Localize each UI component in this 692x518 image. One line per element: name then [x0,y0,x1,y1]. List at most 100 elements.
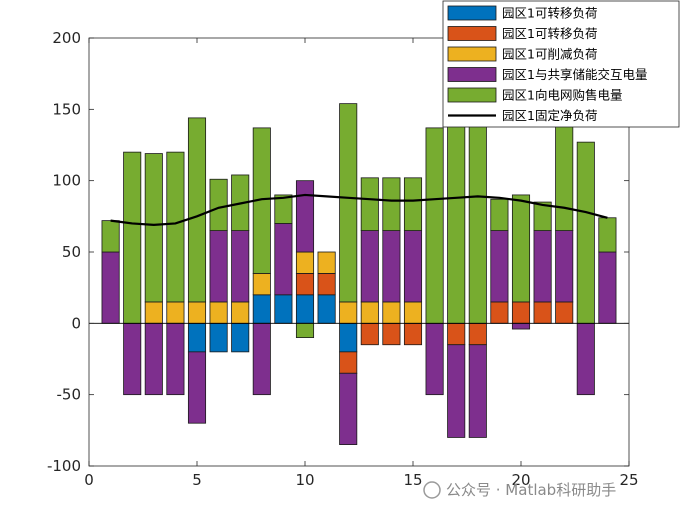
bar-segment [555,301,574,324]
bar-segment [382,322,401,346]
bar-segment [144,301,163,324]
bar-segment [144,322,163,396]
y-tick-label: -50 [57,386,82,404]
bar-segment [339,351,358,374]
bar-segment [295,180,315,253]
bar-segment [511,322,531,330]
bar-segment [209,178,228,232]
bar-segment [468,322,487,346]
legend-box [442,0,680,128]
x-tick-label: 20 [511,471,530,489]
bar-segment [317,251,336,274]
bar-segment [403,230,423,303]
bar-segment [425,127,444,324]
bar-segment [511,194,531,303]
bar-segment [187,301,207,324]
bar-segment [382,301,401,324]
bar-segment [166,322,185,396]
bar-segment [339,372,358,445]
bar-segment [274,223,293,296]
legend-swatch [447,26,497,41]
bar-segment [209,322,228,353]
bar-segment [533,201,552,231]
bar-segment [252,322,271,396]
bar-segment [447,322,466,346]
bar-segment [209,230,228,303]
bar-segment [490,301,509,324]
bar-segment [447,344,466,438]
bar-segment [382,230,401,303]
bar-segment [101,220,120,253]
wechat-icon [423,481,441,499]
bar-segment [490,198,509,232]
bar-segment [209,301,228,324]
x-tick-label: 5 [192,471,202,489]
legend: 园区1可转移负荷园区1可转移负荷园区1可削减负荷园区1与共享储能交互电量园区1向… [442,0,680,128]
bar-segment [382,177,401,232]
bar-segment [187,322,207,353]
bar-segment [360,230,379,303]
bar-segment [123,322,142,396]
bar-segment [274,294,293,324]
bar-segment [123,151,142,324]
legend-label: 园区1向电网购售电量 [502,88,622,103]
bar-segment [166,301,185,324]
bar-segment [231,322,250,353]
legend-swatch [447,46,497,62]
bar-segment [339,322,358,353]
legend-label: 园区1固定净负荷 [502,108,597,123]
bar-segment [598,251,617,324]
bar-segment [144,153,163,303]
bar-segment [468,344,487,438]
bar-segment [295,322,315,339]
bar-segment [339,301,358,324]
bar-segment [403,301,423,324]
legend-label: 园区1可转移负荷 [502,6,597,21]
y-tick-label: 100 [52,172,81,190]
bar-segment [360,301,379,324]
bar-segment [533,230,552,303]
bar-segment [339,103,358,303]
series-line [110,193,608,226]
bar-segment [403,322,423,346]
bar-segment [295,272,315,296]
watermark: 公众号 · Matlab科研助手 [423,481,616,499]
bar-segment [252,272,271,296]
bar-segment [295,251,315,274]
bar-segment [490,230,509,303]
bar-segment [101,251,120,324]
axes: 0 5 10 15 20 25 -100 -50 0 50 100 150 200 [47,29,639,489]
bar-segment [231,230,250,303]
legend-label: 园区1可转移负荷 [502,26,597,41]
bar-segment [166,151,185,303]
bar-segment [576,322,595,396]
legend-swatch [447,87,497,103]
bar-segment [576,141,595,324]
y-tick-label: 200 [52,29,81,47]
y-tick-label: 0 [71,314,81,332]
legend-swatch [447,5,497,21]
bar-segment [317,272,336,296]
bar-segment [403,177,423,232]
bar-segment [425,322,444,396]
x-tick-label: 10 [295,471,314,489]
y-tick-label: 150 [52,100,81,118]
watermark-text: 公众号 · Matlab科研助手 [446,481,616,499]
y-tick-label: -100 [47,457,81,475]
bar-segment [274,194,293,224]
legend-label: 园区1与共享储能交互电量 [502,67,647,82]
bar-segment [598,217,617,253]
bar-segment [447,94,466,324]
bar-segment [468,94,487,324]
bar-segment [231,301,250,324]
bar-segment [360,322,379,346]
x-tick-label: 15 [403,471,422,489]
bar-segment [252,294,271,324]
bar-segment [511,301,531,324]
bar-segment [295,294,315,324]
y-tick-label: 50 [62,243,81,261]
bar-segment [187,351,207,424]
bar-segment [317,294,336,324]
x-tick-label: 25 [619,471,638,489]
